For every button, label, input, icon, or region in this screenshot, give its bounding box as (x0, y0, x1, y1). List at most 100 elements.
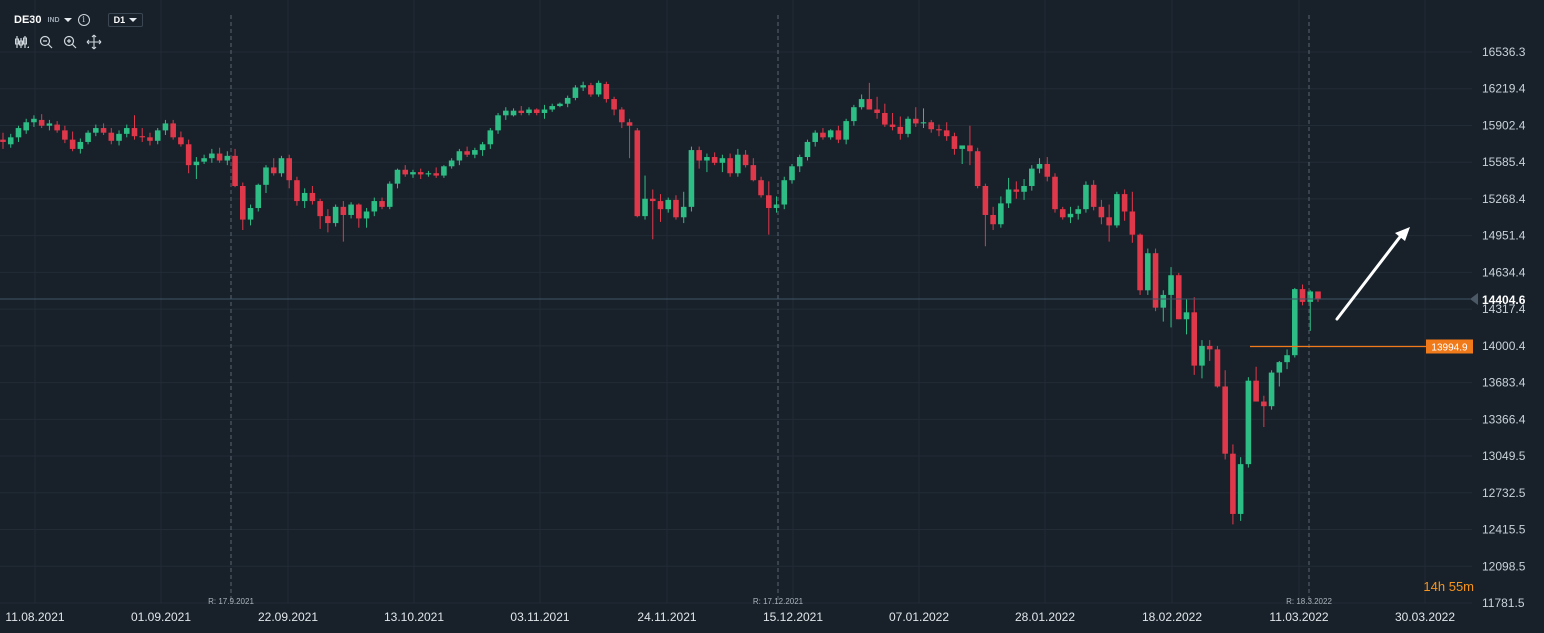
candle (673, 195, 679, 220)
candle-body (1315, 291, 1321, 300)
candle-body (1129, 211, 1136, 235)
info-icon[interactable]: i (77, 14, 90, 26)
x-tick-label: 28.01.2022 (1015, 610, 1075, 624)
candle-body (812, 132, 818, 142)
candle (495, 112, 501, 134)
candle (356, 203, 362, 228)
candle (31, 115, 37, 127)
candle-body (990, 214, 996, 225)
candle-body (1245, 380, 1252, 465)
crosshair-move-icon[interactable] (86, 34, 102, 50)
candle-body (920, 122, 927, 124)
candle-body (773, 204, 780, 209)
candle (649, 189, 656, 240)
candle (193, 157, 200, 180)
candle-body (595, 82, 602, 95)
candle (735, 148, 741, 177)
candle (7, 133, 14, 148)
candle (1052, 173, 1058, 213)
candle (758, 176, 764, 198)
candle (0, 132, 6, 149)
candle (611, 96, 617, 116)
zoom-out-icon[interactable] (38, 34, 54, 50)
candle-body (1168, 275, 1174, 295)
x-tick-label: 18.02.2022 (1142, 610, 1202, 624)
x-tick-label: 07.01.2022 (889, 610, 949, 624)
candle-body (619, 109, 625, 123)
candle (928, 119, 935, 133)
candle-body (580, 85, 586, 88)
timeframe-select[interactable]: D1 (107, 13, 144, 27)
candle-body (448, 160, 455, 167)
candle-body (1284, 355, 1290, 363)
candle-body (1160, 294, 1167, 308)
y-tick-label: 13049.5 (1482, 449, 1526, 463)
candle (1183, 299, 1190, 335)
candle (433, 167, 439, 178)
chart-type-icon[interactable] (14, 34, 30, 50)
candle (789, 163, 795, 184)
y-tick-label: 14951.4 (1482, 229, 1526, 243)
candle-body (680, 206, 687, 218)
candle (38, 114, 45, 129)
candle-body (851, 107, 857, 122)
candle (232, 148, 238, 188)
candle-body (216, 153, 223, 161)
candle (1075, 205, 1081, 220)
candle-body (510, 110, 517, 116)
candle (1121, 189, 1128, 221)
candle (518, 106, 525, 116)
chart-tools (14, 34, 102, 50)
candle-body (951, 136, 958, 149)
candle-body (487, 130, 494, 145)
candle (1114, 191, 1120, 228)
trend-arrow-line (1335, 231, 1405, 321)
y-tick-label: 15902.4 (1482, 118, 1526, 132)
x-tick-label: 01.09.2021 (131, 610, 191, 624)
candle-body (348, 204, 354, 215)
candle-body (1152, 253, 1159, 308)
candle (77, 138, 84, 154)
candle (363, 208, 370, 228)
candle-body (1083, 184, 1089, 210)
candle (1175, 272, 1182, 320)
rollover-label: R: 17.9.2021 (208, 597, 254, 606)
candle-body (270, 167, 277, 174)
time-axis: 11.08.2021 01.09.2021 22.09.2021 13.10.2021… (5, 610, 1455, 624)
candle (154, 128, 161, 145)
candle-body (874, 109, 880, 113)
candle (479, 141, 486, 156)
candle-body (402, 169, 409, 175)
candle (1315, 291, 1321, 302)
candle (1191, 297, 1198, 375)
candle (170, 119, 176, 140)
candle (572, 85, 579, 101)
candle (1145, 248, 1151, 295)
candle-body (247, 208, 254, 220)
symbol-dropdown-icon[interactable] (63, 18, 72, 22)
candle (1299, 284, 1306, 306)
candle (564, 95, 571, 108)
candle (386, 181, 393, 210)
candle (557, 102, 563, 108)
candle (379, 197, 385, 210)
candle-body (789, 166, 795, 181)
current-price-pointer (1470, 293, 1478, 306)
x-tick-label: 11.08.2021 (5, 610, 64, 624)
candle-body (1261, 401, 1267, 407)
candle-body (503, 110, 509, 116)
zoom-in-icon[interactable] (62, 34, 78, 50)
candle-body (572, 87, 579, 98)
candle (688, 146, 695, 212)
candle-body (1114, 194, 1120, 226)
candle (247, 204, 254, 226)
candle (62, 125, 68, 144)
candle-body (1175, 275, 1182, 320)
candle (912, 107, 919, 127)
candle-body (131, 128, 138, 137)
candle-body (1121, 194, 1128, 212)
timeframe-label: D1 (113, 15, 126, 25)
candle (1129, 191, 1136, 243)
candle (1230, 444, 1236, 525)
